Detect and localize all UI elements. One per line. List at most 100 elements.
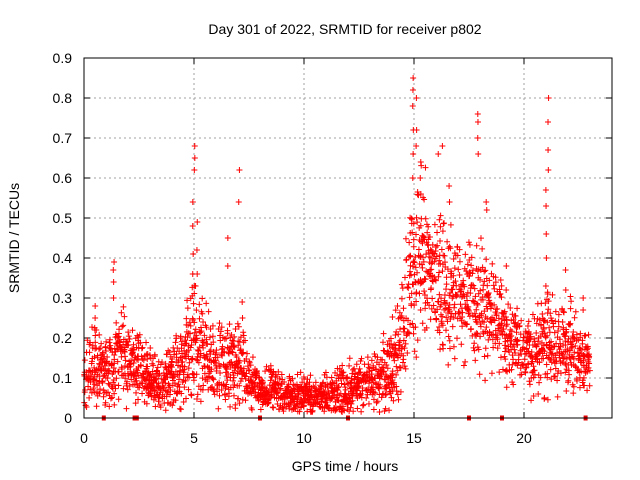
data-point: [342, 384, 349, 391]
data-point: [409, 175, 416, 181]
data-point: [411, 259, 418, 266]
data-point: [437, 260, 444, 267]
data-point: [450, 343, 457, 350]
data-point: [168, 364, 175, 371]
data-point: [394, 354, 401, 361]
data-point: [446, 337, 453, 344]
data-point: [499, 366, 506, 373]
data-point: [332, 404, 339, 411]
data-point: [400, 305, 407, 312]
data-point: [110, 267, 117, 273]
data-point: [389, 368, 396, 375]
data-point: [199, 295, 206, 302]
data-point: [125, 342, 132, 349]
data-point: [388, 340, 395, 347]
data-point: [203, 300, 210, 307]
data-point: [359, 402, 366, 409]
data-point: [370, 396, 377, 403]
data-point: [328, 374, 335, 381]
data-point: [193, 247, 200, 253]
data-point: [135, 372, 142, 379]
data-point: [496, 369, 503, 376]
data-point: [557, 370, 564, 377]
data-point: [398, 295, 405, 302]
data-point: [172, 339, 179, 346]
data-point: [139, 380, 146, 387]
data-point: [209, 375, 216, 382]
data-point: [522, 364, 529, 371]
data-point: [429, 241, 436, 248]
data-point: [402, 235, 409, 242]
data-point: [452, 278, 459, 285]
data-point: [210, 339, 217, 346]
data-point: [92, 332, 99, 339]
data-point: [443, 327, 450, 334]
data-point: [456, 272, 463, 279]
data-point: [139, 390, 146, 397]
data-point: [96, 346, 103, 353]
data-point: [91, 353, 98, 360]
data-point: [456, 258, 463, 265]
data-point: [92, 339, 99, 346]
data-point: [163, 393, 170, 400]
data-point: [90, 385, 97, 392]
data-point: [325, 390, 332, 397]
data-point: [421, 196, 428, 203]
data-point: [410, 151, 417, 157]
data-point: [548, 376, 555, 383]
data-point: [515, 359, 522, 366]
data-point: [455, 266, 462, 273]
data-point: [437, 237, 444, 244]
data-point: [115, 368, 122, 375]
data-point: [487, 305, 494, 312]
data-point: [338, 380, 345, 387]
data-point: [503, 263, 510, 269]
data-point: [409, 320, 416, 327]
data-point: [444, 238, 451, 245]
data-point: [194, 271, 201, 277]
data-point: [121, 313, 128, 320]
data-point: [150, 362, 157, 369]
data-point: [497, 354, 504, 361]
data-point: [421, 291, 428, 298]
data-point: [87, 339, 94, 346]
data-point: [217, 337, 224, 344]
data-point: [199, 310, 206, 317]
data-point: [106, 368, 113, 375]
data-point: [157, 404, 164, 411]
data-point: [125, 333, 132, 340]
data-point: [231, 333, 238, 340]
data-point: [508, 328, 515, 335]
data-point: [512, 313, 519, 320]
data-point: [475, 290, 482, 297]
data-point: [232, 401, 239, 408]
data-point: [102, 347, 109, 354]
data-point: [477, 287, 484, 294]
data-point: [423, 251, 430, 258]
data-point: [482, 377, 489, 384]
data-point: [335, 383, 342, 390]
data-point: [341, 407, 348, 414]
data-point: [200, 344, 207, 351]
data-point: [560, 309, 567, 316]
data-point: [359, 385, 366, 392]
data-point: [511, 346, 518, 353]
data-point: [404, 284, 411, 291]
data-point: [433, 316, 440, 323]
data-point: [541, 394, 548, 401]
data-point: [191, 143, 198, 149]
data-point: [447, 245, 454, 252]
data-point: [354, 405, 361, 412]
data-point: [156, 370, 163, 377]
data-point: [208, 366, 215, 373]
data-point: [445, 333, 452, 340]
data-point: [191, 167, 198, 173]
data-point: [490, 331, 497, 338]
data-point: [526, 378, 533, 385]
data-point: [473, 330, 480, 337]
data-point: [473, 318, 480, 325]
data-point: [343, 374, 350, 381]
data-point: [297, 369, 304, 376]
data-point: [111, 356, 118, 363]
data-point: [451, 301, 458, 308]
